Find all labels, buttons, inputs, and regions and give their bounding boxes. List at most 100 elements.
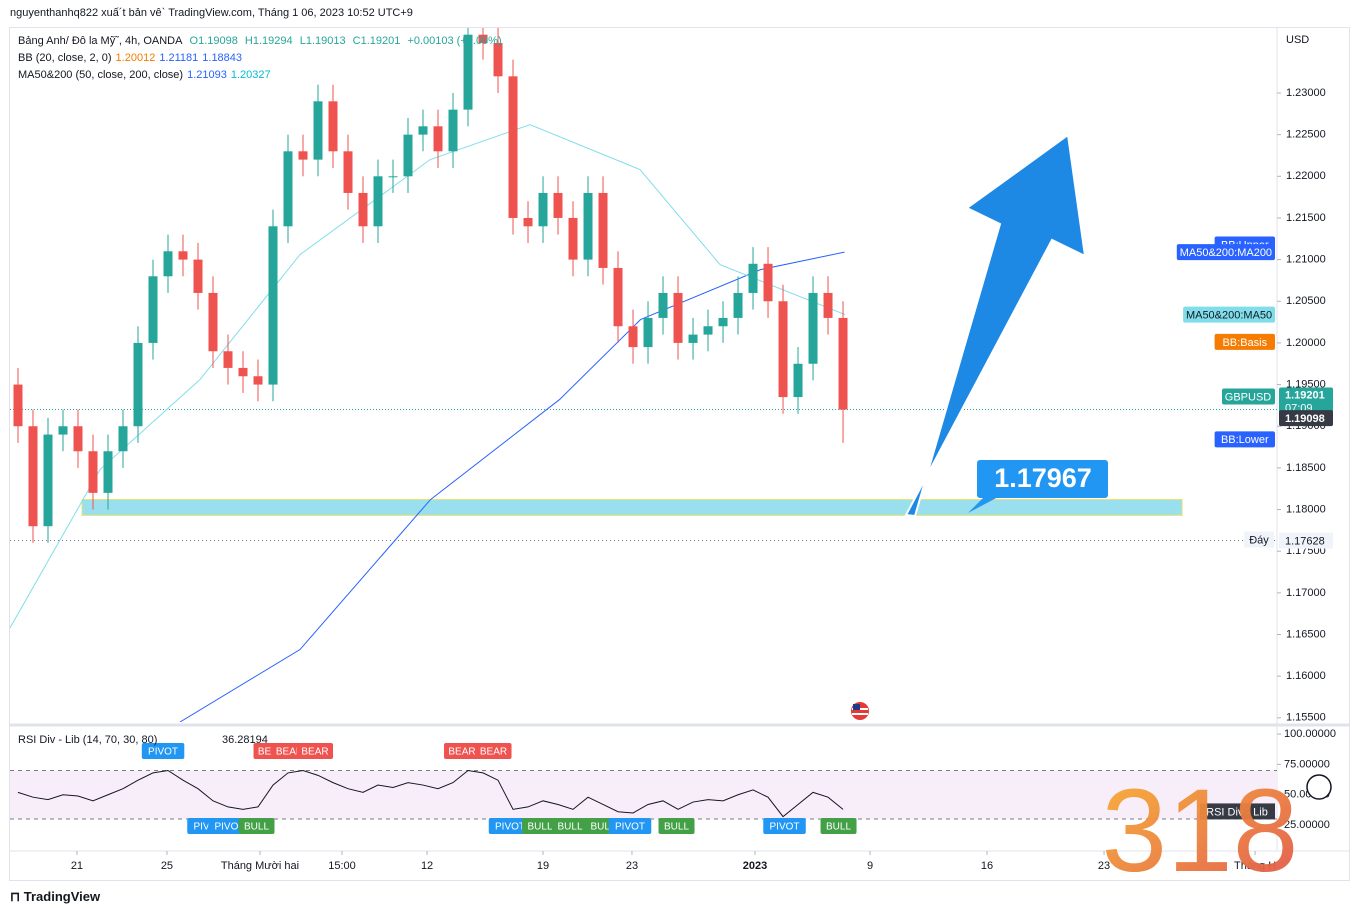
rsi-signal-label: BULL <box>558 822 583 833</box>
candle-body <box>388 176 398 178</box>
candle-body <box>763 263 773 302</box>
indicator-row: MA50&200 (50, close, 200, close) 1.21093 1… <box>18 67 506 84</box>
y-tick-label: 1.16000 <box>1286 670 1326 682</box>
y-tick-label: 1.22500 <box>1286 129 1326 141</box>
candle-body <box>478 34 488 43</box>
brand: TradingView <box>23 889 101 904</box>
candle-body <box>58 426 68 435</box>
candle-body <box>43 434 53 527</box>
rsi-title: RSI Div - Lib (14, 70, 30, 80) <box>18 734 157 746</box>
price-tag-value: 1.19201 <box>1285 389 1325 401</box>
price-pane <box>10 28 1277 722</box>
x-tick-label: 19 <box>537 860 549 872</box>
axis-tag <box>1214 431 1275 448</box>
y-tick-label: 1.17000 <box>1286 587 1326 599</box>
y-tick-label: 1.18000 <box>1286 503 1326 515</box>
candle-body <box>628 326 638 348</box>
indicator-value: 1.20012 <box>115 52 156 64</box>
callout-pointer <box>968 496 1000 513</box>
watermark: 318 <box>1102 765 1299 897</box>
candle-body <box>778 301 788 398</box>
indicator-row: BB (20, close, 2, 0) 1.20012 1.21181 1.1884… <box>18 50 506 67</box>
rsi-signal-label: BEAR <box>448 747 475 758</box>
candle-body <box>358 192 368 227</box>
attribution: nguyenthanhq822 xuấ´t bản vê` TradingVie… <box>10 7 413 19</box>
rsi-tag-label: RSI Div - Lib <box>1206 806 1268 818</box>
y-tick-label: 1.21000 <box>1286 254 1326 266</box>
rsi-signal-label: BEAR <box>301 747 328 758</box>
frame <box>9 27 1350 881</box>
candle-body <box>313 101 323 160</box>
overlay-layer: USD1.155001.160001.165001.170001.175001.… <box>18 34 1336 872</box>
rsi-signal-label: PIVOT <box>148 747 178 758</box>
ohlc: O1.19098 <box>189 35 238 47</box>
open-price-value: 1.19098 <box>1285 413 1325 425</box>
candle-body <box>523 217 533 227</box>
rsi-signal <box>820 818 857 834</box>
low-tag-value: 1.17628 <box>1285 535 1325 547</box>
legend-row: Bảng Anh/ Đô la Mỹ˜, 4h, OANDA O1.19098 … <box>18 33 506 50</box>
x-tick-label: 12 <box>421 860 433 872</box>
indicator-name: MA50&200 (50, close, 200, close) <box>18 69 184 81</box>
low-label-box <box>1244 531 1274 548</box>
rsi-signal-label: PIVOT <box>495 822 525 833</box>
rsi-last-value: 36.28194 <box>222 734 268 746</box>
legend: Bảng Anh/ Đô la Mỹ˜, 4h, OANDA O1.19098 … <box>18 33 506 84</box>
candle-body <box>493 42 503 77</box>
candle-body <box>508 76 518 218</box>
rsi-signal-label: BULL <box>664 822 689 833</box>
rsi-signal-label: BEAR <box>480 747 507 758</box>
axis-tag-label: BB:Basis <box>1222 337 1267 349</box>
indicator-value: 1.21093 <box>187 69 227 81</box>
rsi-signal-label: BEAR <box>258 747 285 758</box>
x-tick-label: 2023 <box>743 860 767 872</box>
x-tick-label: 15:00 <box>328 860 356 872</box>
candle-body <box>808 292 818 364</box>
candle-body <box>418 126 428 135</box>
price-tag <box>1279 387 1333 418</box>
x-tick-label: 9 <box>867 860 873 872</box>
callout-box <box>977 460 1108 498</box>
x-tick-label: Tháng H <box>1234 860 1276 872</box>
axis-tag-label: MA50&200:MA50 <box>1186 310 1272 322</box>
rsi-signal-label: BULL <box>591 822 616 833</box>
rsi-signal <box>238 818 275 834</box>
flag-icon <box>851 702 869 720</box>
rsi-signal-label: PIVOT <box>615 822 645 833</box>
y-tick-label: 100.00000 <box>1284 728 1336 740</box>
rsi-pane <box>10 769 1277 820</box>
y-tick-label: 1.22000 <box>1286 170 1326 182</box>
y-tick-label: 1.20500 <box>1286 295 1326 307</box>
candle-body <box>463 34 473 110</box>
candle-body <box>643 317 653 348</box>
candle-body <box>73 426 83 452</box>
candle-body <box>253 376 263 385</box>
candle-body <box>823 292 833 318</box>
candle-body <box>193 259 203 293</box>
rsi-signal <box>141 743 185 759</box>
x-tick-label: 16 <box>981 860 993 872</box>
ohlc: C1.19201 <box>352 35 401 47</box>
y-tick-label: 1.23000 <box>1286 87 1326 99</box>
x-tick-label: 25 <box>161 860 173 872</box>
candle-body <box>178 251 188 260</box>
candle-body <box>223 351 233 368</box>
tm-icon <box>1306 774 1332 800</box>
candle-body <box>688 334 698 343</box>
symbol-tag <box>1222 388 1275 405</box>
rsi-signal <box>444 743 481 759</box>
candle-body <box>163 251 173 277</box>
rsi-signal <box>475 743 512 759</box>
rsi-band <box>10 770 1277 820</box>
x-tick-label: 23 <box>626 860 638 872</box>
candle-body <box>328 101 338 152</box>
indicator-value: 1.20327 <box>230 69 271 81</box>
y-unit: USD <box>1286 34 1309 46</box>
candle-body <box>103 451 113 493</box>
rsi-signal <box>297 743 334 759</box>
candle-body <box>658 292 668 318</box>
rsi-signal-label: BULL <box>528 822 553 833</box>
candle-body <box>613 267 623 327</box>
symbol: Bảng Anh/ Đô la Mỹ˜, 4h, OANDA <box>18 35 183 47</box>
